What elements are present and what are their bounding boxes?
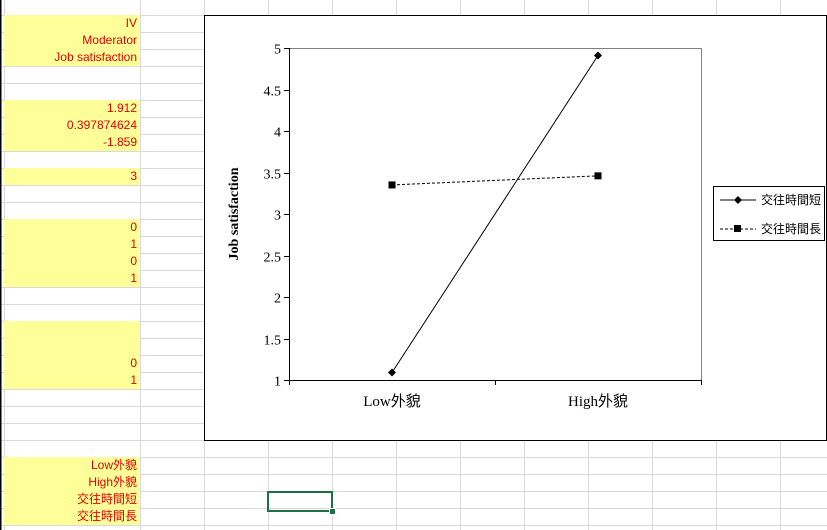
data-point-0 xyxy=(594,51,602,60)
x-tick-label: Low外貌 xyxy=(363,393,421,410)
cell-a8[interactable]: -1.859 xyxy=(4,134,140,151)
y-tick-label: 2.5 xyxy=(264,251,282,266)
cell-a3[interactable]: Job satisfaction xyxy=(4,49,140,66)
series-line-1 xyxy=(391,175,599,186)
legend-item-short: 交往時間短 xyxy=(718,191,824,209)
legend-marker-diamond-icon xyxy=(720,196,756,204)
cell-a14[interactable]: 1 xyxy=(4,236,140,253)
y-tick-label: 4.5 xyxy=(264,85,282,100)
x-tick-label: High外貌 xyxy=(568,393,628,410)
cell-a27[interactable]: Low外貌 xyxy=(4,457,140,474)
cell-a10[interactable]: 3 xyxy=(4,168,140,185)
y-tick-label: 4 xyxy=(274,126,281,141)
fill-handle[interactable] xyxy=(329,508,336,515)
legend-marker-square-icon xyxy=(720,225,756,232)
y-tick-label: 3.5 xyxy=(264,168,282,183)
legend-label-short: 交往時間短 xyxy=(761,193,822,207)
cell-a6[interactable]: 1.912 xyxy=(4,100,140,117)
selected-cell[interactable] xyxy=(267,491,333,512)
cell-a2[interactable]: Moderator xyxy=(4,32,140,49)
cell-a16[interactable]: 1 xyxy=(4,270,140,287)
y-tick-label: 3 xyxy=(274,209,281,224)
legend-item-long: 交往時間長 xyxy=(718,220,824,238)
chart-legend: 交往時間短 交往時間長 xyxy=(713,186,825,241)
cell-a20[interactable] xyxy=(4,338,140,355)
data-point-0 xyxy=(388,368,396,377)
plot-area xyxy=(289,48,702,381)
line-chart: 1 1.5 2 2.5 3 3.5 4 4.5 5 Low外貌 High外貌 Job satisfac… xyxy=(227,43,702,410)
cell-a21[interactable]: 0 xyxy=(4,355,140,372)
cell-a29[interactable]: 交往時間短 xyxy=(4,491,140,508)
y-tick-label: 1 xyxy=(274,375,281,390)
cell-a7[interactable]: 0.397874624 xyxy=(4,117,140,134)
cell-a13[interactable]: 0 xyxy=(4,219,140,236)
cell-a1[interactable]: IV xyxy=(4,15,140,32)
series-line-0 xyxy=(391,55,599,373)
cell-a30[interactable]: 交往時間長 xyxy=(4,508,140,525)
cell-a19[interactable] xyxy=(4,321,140,338)
y-tick-label: 2 xyxy=(274,292,281,307)
legend-label-long: 交往時間長 xyxy=(761,222,822,236)
cell-a15[interactable]: 0 xyxy=(4,253,140,270)
y-axis-title: Job satisfaction xyxy=(227,167,242,260)
data-point-1 xyxy=(388,181,396,189)
cell-a28[interactable]: High外貌 xyxy=(4,474,140,491)
y-tick-label: 1.5 xyxy=(264,334,282,349)
cell-a22[interactable]: 1 xyxy=(4,372,140,389)
data-point-1 xyxy=(594,172,602,180)
y-tick-label: 5 xyxy=(274,43,281,58)
